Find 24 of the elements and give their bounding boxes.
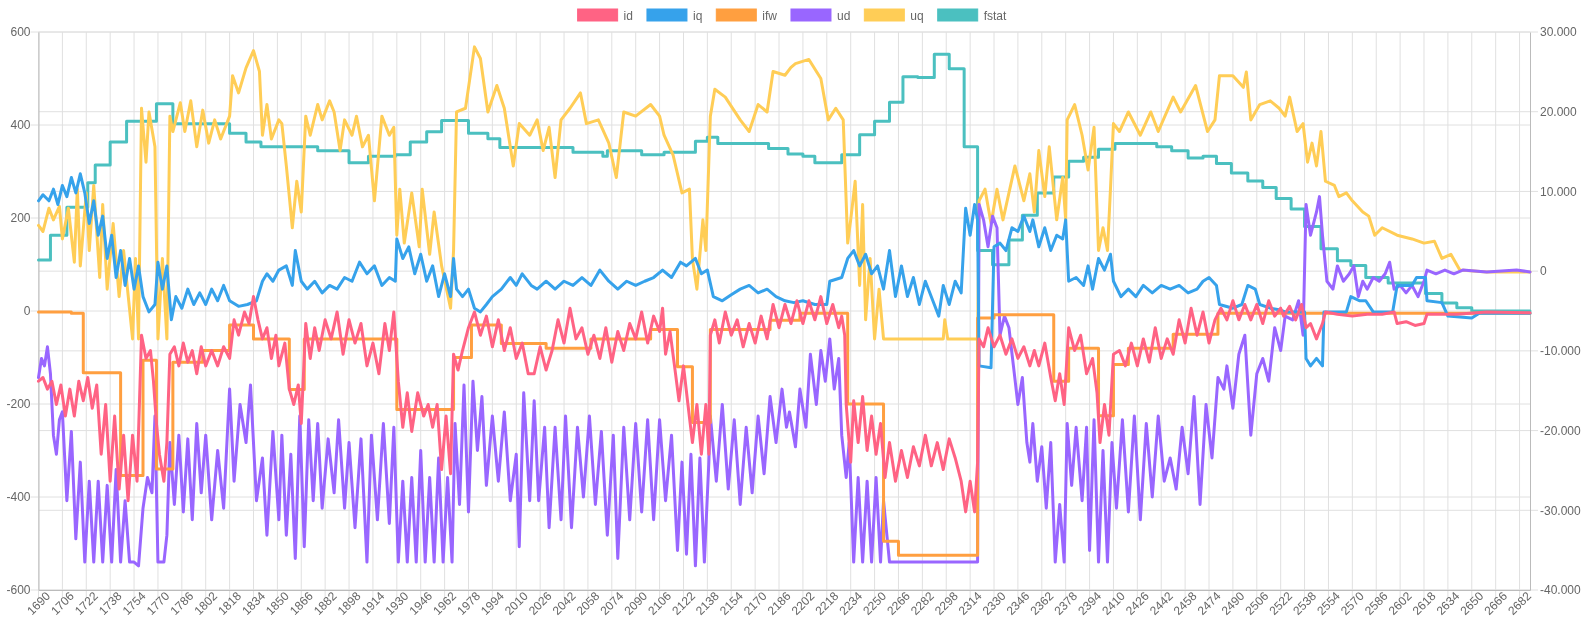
y2-tick-label: 10.000: [1540, 184, 1578, 199]
legend-label: uq: [910, 8, 924, 23]
y2-tick-label: -30.000: [1540, 503, 1582, 518]
legend-label: id: [623, 8, 633, 23]
y2-tick-label: 20.000: [1540, 105, 1578, 120]
y-tick-label: 600: [10, 25, 31, 40]
y2-tick-label: -40.000: [1540, 583, 1582, 598]
y-tick-label: 0: [23, 304, 31, 319]
y-tick-label: 200: [10, 211, 31, 226]
legend-label: iq: [692, 8, 703, 23]
legend-label: fstat: [983, 8, 1008, 23]
y-tick-label: -600: [6, 583, 31, 598]
line-series: [37, 172, 1532, 370]
y2-tick-label: -20.000: [1540, 423, 1582, 438]
legend-label: ud: [836, 8, 851, 23]
y2-tick-label: 0: [1540, 264, 1547, 279]
line-series: [37, 295, 1532, 514]
y2-tick-label: 30.000: [1540, 25, 1578, 40]
y-tick-label: -200: [6, 397, 31, 412]
y-tick-label: 400: [10, 118, 31, 133]
y2-tick-label: -10.000: [1540, 344, 1582, 359]
y-tick-label: -400: [6, 490, 31, 505]
line-series: [37, 195, 1532, 568]
legend-label: ifw: [762, 8, 778, 23]
